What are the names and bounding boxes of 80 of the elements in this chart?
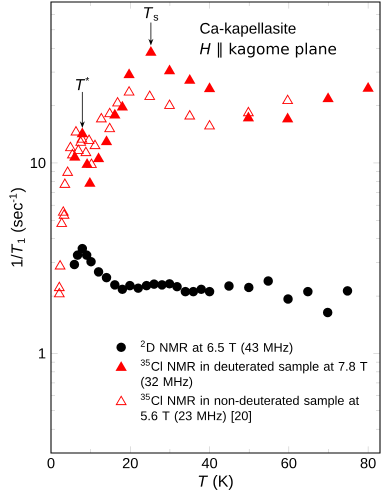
point <box>90 140 100 150</box>
point <box>180 286 190 296</box>
y-axis-title: 1/T$_{1}$ (sec$^{-1}$) <box>9 188 26 267</box>
point <box>243 106 254 116</box>
x-tick-label: 60 <box>281 458 296 468</box>
point <box>282 94 293 104</box>
annotation: Ca-kapellasite <box>200 22 296 37</box>
legend-label: $^{35}$Cl NMR in deuterated sample at 7.8 T (32 MHz) <box>140 359 368 389</box>
legend-label: $^{35}$Cl NMR in non-deuterated sample at 5.6 T (23 MHz) [20] <box>140 394 360 423</box>
point <box>204 82 215 92</box>
point <box>102 272 112 282</box>
point <box>112 97 123 106</box>
point <box>244 282 254 292</box>
point <box>60 178 70 188</box>
point <box>322 308 332 318</box>
point <box>73 144 84 154</box>
x-axis-title: T (K) <box>198 475 233 490</box>
point <box>283 294 293 304</box>
point <box>172 282 182 292</box>
y-tick-label: 1 <box>39 348 46 358</box>
point <box>56 218 68 227</box>
annotation: H ∥ kagome plane <box>200 42 336 58</box>
point <box>58 209 70 219</box>
point <box>188 286 198 296</box>
point <box>93 152 104 162</box>
point <box>54 282 65 292</box>
point <box>58 206 69 216</box>
point <box>164 64 175 74</box>
point <box>62 166 73 176</box>
point <box>164 279 174 289</box>
point <box>96 112 107 122</box>
point <box>54 260 66 270</box>
x-tick-label: 40 <box>202 458 218 468</box>
point <box>342 286 352 296</box>
x-tick-label: 0 <box>48 458 54 468</box>
annotation: T$^{*}$ <box>76 76 90 90</box>
point <box>144 90 156 100</box>
point <box>142 280 152 290</box>
point <box>84 134 94 144</box>
point <box>164 100 175 109</box>
point <box>110 280 120 290</box>
point <box>72 250 82 260</box>
point <box>75 136 86 146</box>
point <box>78 244 88 254</box>
point <box>86 158 97 168</box>
point <box>243 112 254 122</box>
y-tick-label: 10 <box>30 158 46 168</box>
point <box>70 126 82 136</box>
point <box>104 122 115 132</box>
point <box>65 142 76 152</box>
point <box>303 286 313 296</box>
point <box>204 286 214 296</box>
annotation: T$_{s}$ <box>144 7 158 21</box>
point <box>70 260 80 270</box>
point <box>146 46 156 56</box>
point <box>204 120 215 130</box>
x-tick-label: 20 <box>122 458 138 468</box>
point <box>184 110 196 120</box>
point <box>224 281 234 291</box>
point <box>101 136 112 146</box>
point <box>322 92 334 102</box>
point <box>157 280 167 290</box>
point <box>86 256 96 266</box>
point <box>196 284 206 294</box>
point <box>282 112 293 122</box>
legend-label: $^{2}$D NMR at 6.5 T (43 MHz) <box>140 340 292 354</box>
point <box>54 288 65 298</box>
point <box>124 86 134 96</box>
x-tick-label: 80 <box>360 458 376 468</box>
point <box>94 267 104 277</box>
point <box>84 177 96 187</box>
point <box>184 74 196 84</box>
point <box>80 146 92 156</box>
point <box>263 276 273 286</box>
point <box>82 250 92 260</box>
point <box>124 68 134 78</box>
point <box>125 280 135 290</box>
point <box>118 284 128 294</box>
point <box>149 279 159 289</box>
point <box>133 283 143 293</box>
